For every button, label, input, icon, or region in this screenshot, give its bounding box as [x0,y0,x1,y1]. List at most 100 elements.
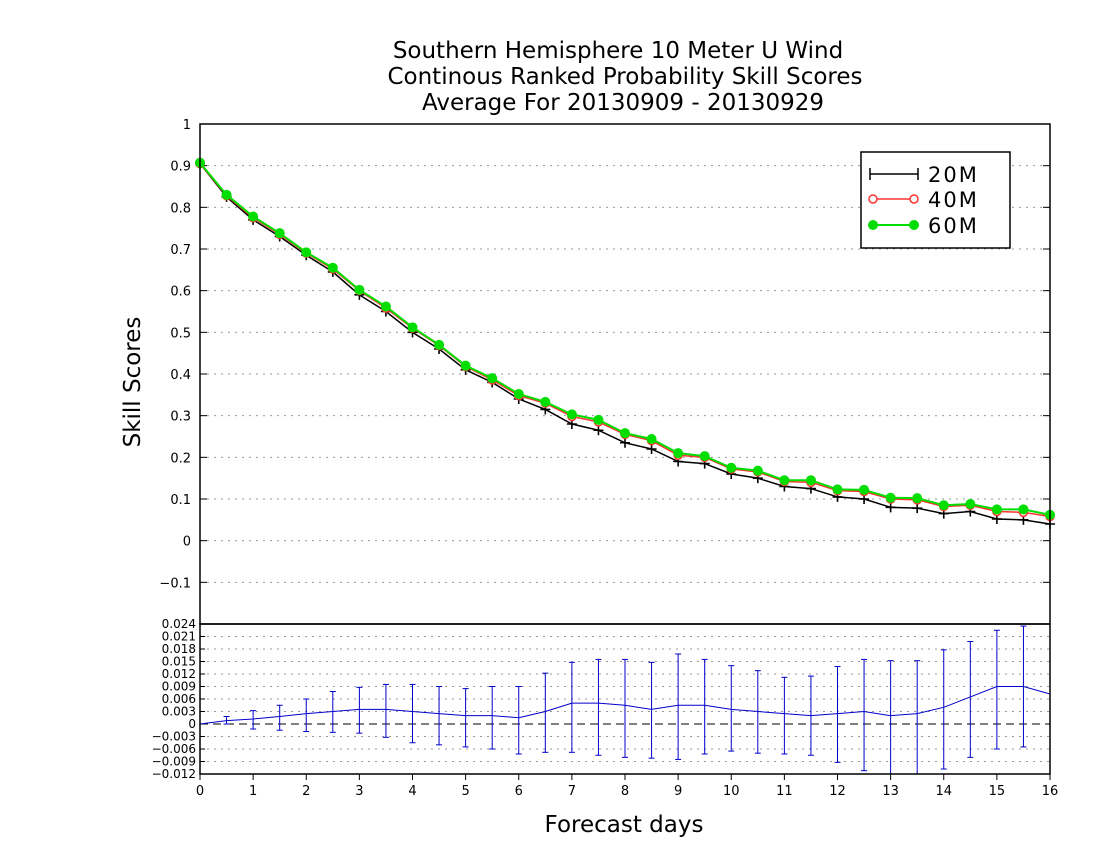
x-tick-label: 13 [882,784,899,799]
data-point-60m [1018,504,1029,515]
bottom-y-tick-label: −0.003 [152,730,196,744]
data-point-20m [885,502,896,513]
data-point-60m [726,462,737,473]
data-point-20m [646,444,657,454]
bottom-y-tick-label: −0.012 [152,767,196,781]
bottom-series [199,625,1051,774]
data-point-60m [513,389,524,399]
top-series [195,157,1055,529]
data-point-60m [646,434,657,444]
data-point-60m [699,451,710,462]
y-axis-label: Skill Scores [120,317,146,448]
legend: 20M 40M 60M [860,151,1011,249]
top-y-tick-label: 0.8 [170,201,191,216]
legend-item-40m: 40M [868,188,979,212]
x-tick-label: 12 [829,784,846,799]
data-point-60m [274,228,285,239]
bottom-y-tick-label: −0.009 [152,755,196,769]
x-tick-label: 5 [461,784,469,799]
x-ticks: 0 1 2 3 4 5 6 7 8 9 10 11 12 13 14 15 16 [196,774,1058,799]
bottom-y-tick-label: 0.012 [162,667,196,681]
legend-box [860,151,1011,249]
data-point-60m [620,428,630,439]
x-tick-label: 2 [302,784,310,799]
x-tick-label: 4 [408,784,416,799]
x-tick-label: 14 [935,784,952,799]
data-point-60m [805,475,816,486]
data-point-60m [248,211,259,222]
data-point-60m [540,396,551,407]
bottom-y-tick-label: 0.003 [162,705,196,719]
bottom-gridlines [200,636,1050,775]
data-point-60m [752,465,763,476]
data-point-60m [354,284,365,295]
data-point-60m [407,322,418,333]
bottom-y-tick-label: 0.024 [162,617,196,631]
data-point-60m [434,339,445,350]
data-point-60m [912,493,923,504]
x-axis-label: Forecast days [545,812,704,838]
x-tick-label: 10 [723,784,740,799]
top-y-tick-label: 0.4 [170,368,191,383]
chart-subtitle-dates: Average For 20130909 - 20130929 [422,90,824,116]
data-point-60m [487,373,498,384]
top-y-tick-label: 0.1 [170,493,191,508]
bottom-y-tick-label: 0.006 [162,692,196,706]
data-point-60m [938,500,949,511]
data-point-60m [965,499,976,509]
bottom-y-ticks: −0.012−0.009−0.006−0.00300.0030.0060.009… [152,617,205,781]
bottom-y-tick-label: −0.006 [152,742,196,756]
data-point-60m [832,484,843,495]
top-y-tick-label: 0.2 [170,451,191,466]
data-point-20m [620,437,630,448]
x-tick-label: 6 [515,784,523,799]
legend-item-20m: 20M [869,163,979,187]
data-point-60m [593,414,604,425]
top-gridlines [200,165,1050,583]
bottom-y-tick-label: 0.018 [162,642,196,656]
x-tick-label: 1 [249,784,257,799]
legend-item-60m: 60M [868,214,979,238]
legend-label-40m: 40M [928,188,979,212]
bottom-y-tick-label: 0.021 [162,630,196,644]
data-point-60m [380,301,391,312]
x-tick-label: 15 [989,784,1006,799]
x-tick-label: 16 [1042,784,1059,799]
data-point-60m [673,448,684,459]
data-point-60m [566,409,577,420]
data-point-60m [460,360,471,371]
x-tick-label: 9 [674,784,682,799]
bottom-y-tick-label: 0.009 [162,680,196,694]
bottom-y-tick-label: 0.015 [162,655,196,669]
data-point-60m [301,247,312,258]
data-point-20m [912,503,923,514]
x-tick-label: 8 [621,784,629,799]
bottom-y-tick-label: 0 [188,717,196,731]
chart-title: Southern Hemisphere 10 Meter U Wind [393,38,843,64]
top-y-tick-label: 0.3 [170,410,191,425]
top-y-tick-label: 1 [183,118,191,133]
legend-label-60m: 60M [928,214,979,238]
top-y-tick-label: −0.1 [159,576,191,591]
top-y-tick-label: 0.5 [170,326,191,341]
data-point-20m [593,425,604,436]
bottom-plot-frame [199,623,1051,775]
chart-subtitle: Continous Ranked Probability Skill Score… [387,64,862,90]
top-y-tick-label: 0.7 [170,243,191,258]
x-tick-label: 0 [196,784,204,799]
data-point-60m [885,492,896,503]
top-y-ticks: −0.1 0 0.1 0.2 0.3 0.4 0.5 0.6 0.7 0.8 0.9 1 [159,118,1050,591]
data-point-60m [327,262,338,273]
top-y-tick-label: 0.6 [170,285,191,300]
legend-label-20m: 20M [928,163,979,187]
data-point-60m [779,475,790,486]
difference-line [199,686,1051,725]
data-point-60m [991,504,1002,515]
x-tick-label: 11 [776,784,793,799]
top-y-tick-label: 0.9 [170,160,191,175]
data-point-60m [859,484,870,495]
top-y-tick-label: 0 [183,535,191,550]
x-tick-label: 3 [355,784,363,799]
x-tick-label: 7 [568,784,576,799]
